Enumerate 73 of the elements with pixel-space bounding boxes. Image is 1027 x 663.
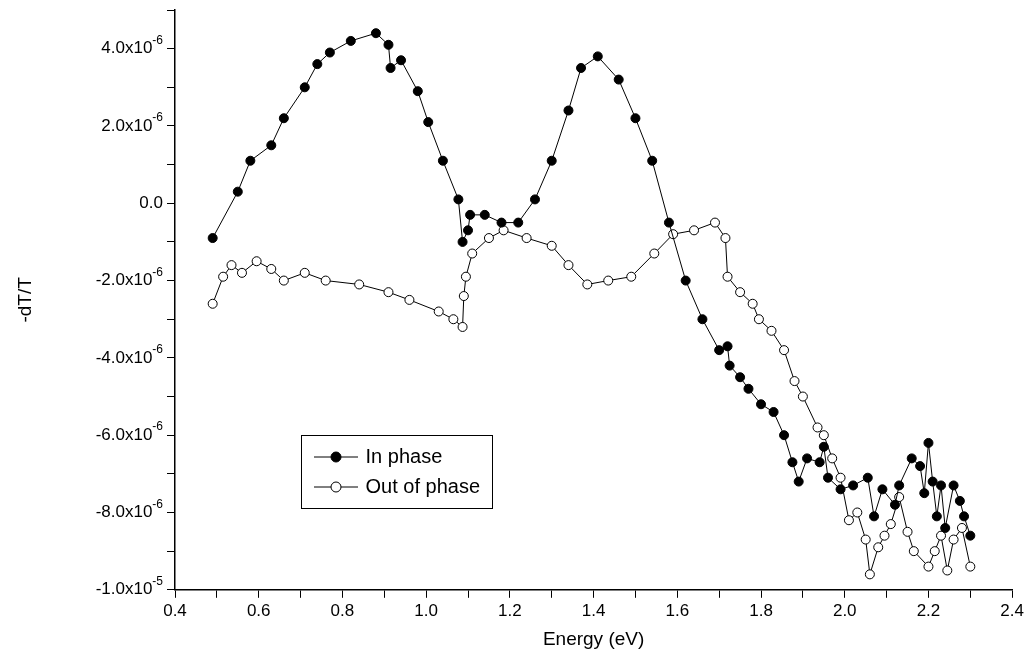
point: [827, 453, 838, 464]
point: [218, 271, 229, 282]
point: [354, 279, 365, 290]
y-axis-title: -dT/T: [13, 276, 35, 323]
point: [879, 530, 890, 541]
point: [936, 530, 947, 541]
point: [582, 279, 593, 290]
point: [251, 256, 262, 267]
point: [709, 217, 720, 228]
x-tick-label: 1.4: [581, 600, 606, 620]
point: [902, 526, 913, 537]
x-tick-label: 0.4: [163, 600, 187, 620]
point: [722, 271, 733, 282]
point: [320, 275, 331, 286]
point: [207, 298, 218, 309]
x-tick-label: 1.6: [665, 600, 690, 620]
point: [266, 263, 277, 274]
point: [299, 267, 310, 278]
point: [753, 314, 764, 325]
point: [818, 430, 829, 441]
point: [797, 391, 808, 402]
point: [956, 522, 967, 533]
x-tick-label: 2.4: [1000, 600, 1024, 620]
point: [835, 472, 846, 483]
point: [747, 298, 758, 309]
point: [458, 291, 469, 302]
point: [236, 267, 247, 278]
point: [948, 534, 959, 545]
x-tick-label: 0.6: [246, 600, 271, 620]
point: [923, 561, 934, 572]
x-tick-label: 1.2: [498, 600, 522, 620]
point: [908, 546, 919, 557]
y-tick-label: 0.0: [139, 192, 164, 212]
point: [467, 248, 478, 259]
point: [860, 534, 871, 545]
point: [852, 507, 863, 518]
point: [460, 271, 471, 282]
point: [546, 240, 557, 251]
point: [885, 519, 896, 530]
point: [603, 275, 614, 286]
point: [383, 287, 394, 298]
point: [226, 260, 237, 271]
point: [843, 515, 854, 526]
point: [735, 287, 746, 298]
point: [433, 306, 444, 317]
legend-label: In phase: [365, 445, 443, 469]
point: [563, 260, 574, 271]
point: [766, 325, 777, 336]
point: [521, 233, 532, 244]
point: [789, 376, 800, 387]
point: [457, 321, 468, 332]
x-axis-title: Energy (eV): [542, 627, 645, 649]
point: [929, 546, 940, 557]
legend-label: Out of phase: [365, 475, 481, 499]
point: [278, 275, 289, 286]
point: [448, 314, 459, 325]
point: [649, 248, 660, 259]
point: [720, 233, 731, 244]
point: [689, 225, 700, 236]
point: [812, 422, 823, 433]
point: [779, 345, 790, 356]
x-tick-label: 1.0: [414, 600, 438, 620]
point: [942, 565, 953, 576]
point: [873, 542, 884, 553]
point: [864, 569, 875, 580]
point: [404, 294, 415, 305]
point: [965, 561, 976, 572]
x-tick-label: 2.0: [832, 600, 857, 620]
x-tick-label: 1.8: [749, 600, 773, 620]
point: [626, 271, 637, 282]
x-tick-label: 2.2: [916, 600, 941, 620]
x-tick-label: 0.8: [330, 600, 355, 620]
point: [483, 233, 494, 244]
